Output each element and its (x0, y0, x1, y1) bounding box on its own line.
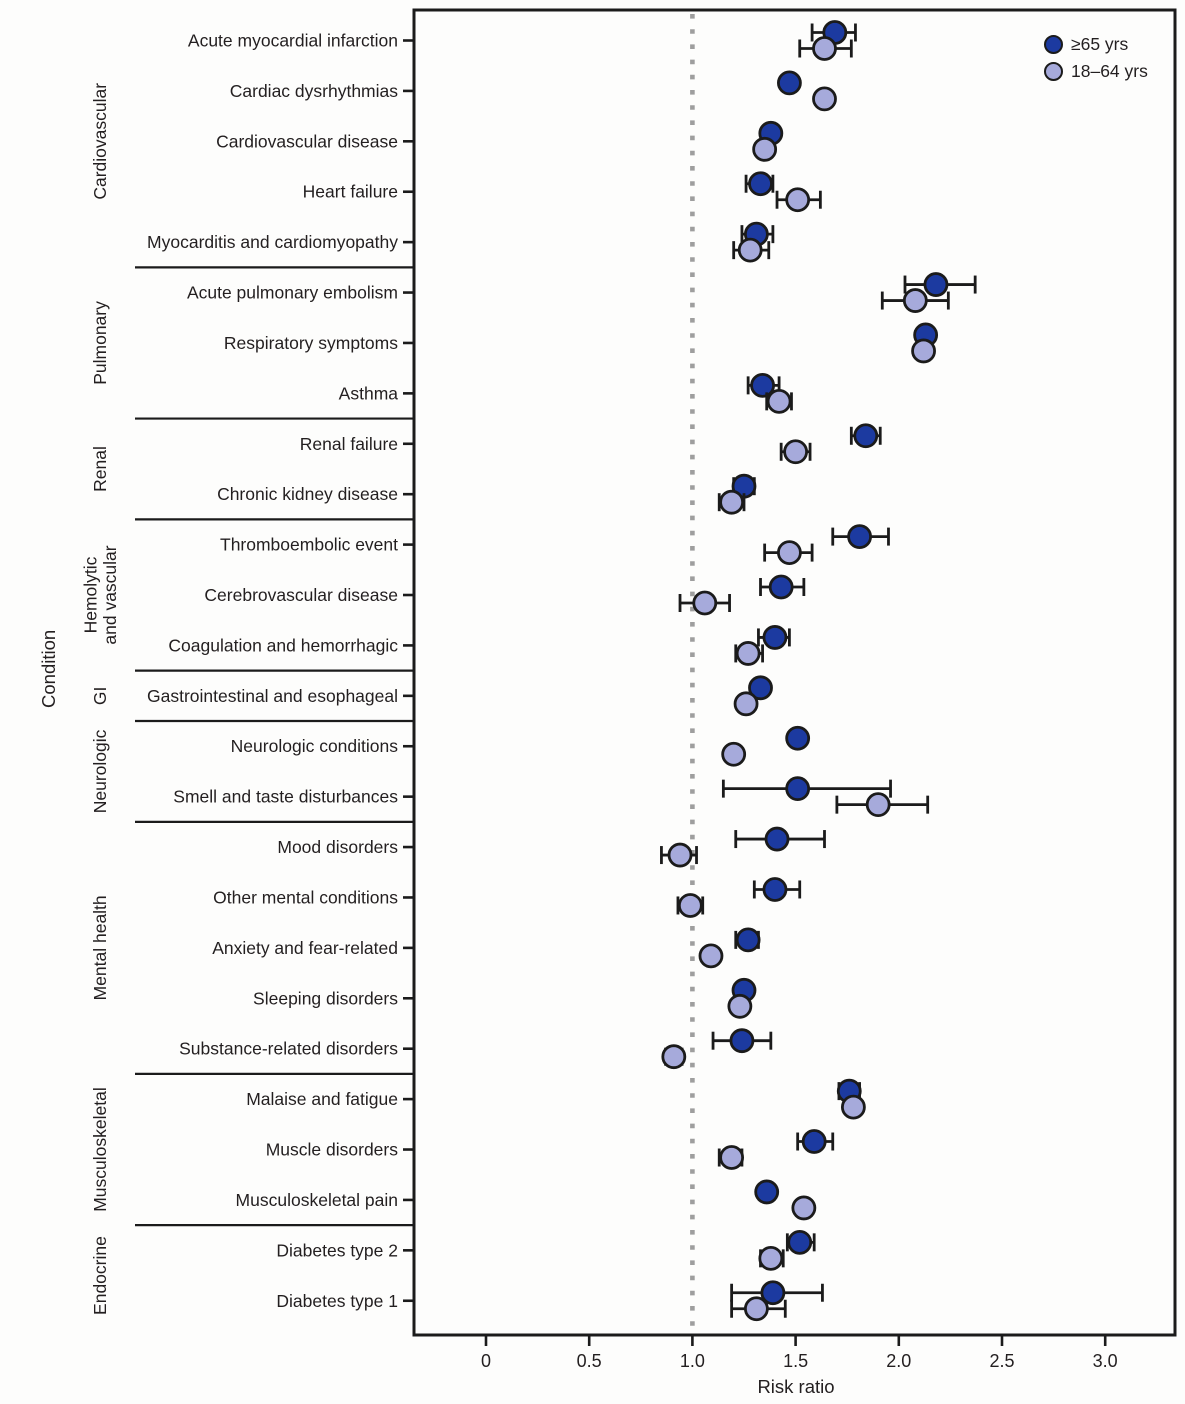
condition-label: Cerebrovascular disease (204, 585, 398, 605)
marker-older (787, 1229, 813, 1255)
x-axis-tick-label: 2.5 (989, 1351, 1014, 1371)
x-axis-tick-label: 0.5 (577, 1351, 602, 1371)
condition-label: Sleeping disorders (253, 988, 398, 1008)
condition-label: Renal failure (300, 434, 398, 454)
marker-younger (752, 136, 778, 162)
category-label: Neurologic (90, 729, 110, 813)
marker-younger (911, 338, 936, 364)
marker-younger (812, 86, 837, 112)
condition-label: Thromboembolic event (220, 535, 398, 555)
y-axis-title: Condition (38, 629, 59, 708)
condition-label: Smell and taste disturbances (173, 787, 398, 807)
marker-younger (692, 590, 718, 616)
marker-older (785, 776, 811, 802)
condition-label: Asthma (339, 383, 399, 403)
x-axis-tick-label: 0 (481, 1351, 491, 1371)
category-label: Hemolyticand vascular (81, 545, 120, 644)
category-label: Renal (90, 446, 110, 492)
legend-item-younger: 18–64 yrs (1044, 62, 1148, 81)
marker-older (748, 675, 773, 701)
marker-older (764, 826, 790, 852)
marker-younger (727, 993, 753, 1019)
condition-label: Cardiac dysrhythmias (230, 81, 398, 101)
marker-older (762, 877, 788, 902)
category-label: Pulmonary (90, 301, 110, 385)
marker-older (748, 171, 773, 197)
marker-younger (840, 1094, 866, 1120)
marker-younger (902, 288, 928, 313)
marker-older (785, 725, 811, 751)
condition-label: Cardiovascular disease (216, 131, 398, 151)
condition-label: Respiratory symptoms (224, 333, 398, 353)
marker-younger (733, 691, 759, 717)
marker-older (801, 1129, 827, 1154)
marker-younger (698, 943, 724, 969)
legend-item-older: ≥65 yrs (1044, 35, 1148, 54)
condition-label: Coagulation and hemorrhagic (168, 635, 398, 655)
category-label: Musculoskeletal (90, 1087, 110, 1212)
condition-label: Diabetes type 2 (276, 1240, 398, 1260)
condition-label: Muscle disorders (266, 1140, 399, 1160)
marker-older (777, 70, 802, 96)
marker-older (762, 625, 788, 650)
condition-label: Diabetes type 1 (276, 1291, 398, 1311)
x-axis-tick-label: 3.0 (1093, 1351, 1118, 1371)
x-axis-title: Risk ratio (757, 1376, 835, 1397)
marker-older (853, 423, 879, 449)
marker-younger (719, 489, 745, 515)
marker-younger (865, 792, 891, 818)
marker-younger (743, 1296, 769, 1322)
younger-series-dot-icon (1044, 62, 1063, 81)
condition-label: Mood disorders (277, 837, 398, 857)
marker-older (735, 927, 761, 953)
condition-label: Chronic kidney disease (217, 484, 398, 504)
condition-label: Musculoskeletal pain (236, 1190, 398, 1210)
older-series-dot-icon (1044, 35, 1063, 54)
category-label: Endocrine (90, 1236, 110, 1315)
marker-younger (785, 187, 811, 213)
marker-younger (791, 1195, 817, 1221)
condition-label: Neurologic conditions (231, 736, 399, 756)
marker-younger (677, 893, 703, 918)
legend: ≥65 yrs 18–64 yrs (1044, 35, 1148, 89)
condition-label: Substance-related disorders (179, 1039, 398, 1059)
legend-label-older: ≥65 yrs (1071, 34, 1129, 54)
marker-younger (719, 1145, 745, 1170)
x-axis-tick-label: 1.0 (680, 1351, 705, 1371)
x-axis-tick-label: 1.5 (783, 1351, 808, 1371)
condition-label: Anxiety and fear-related (212, 938, 398, 958)
category-label: Cardiovascular (90, 83, 110, 200)
marker-younger (737, 237, 763, 263)
x-axis-tick-label: 2.0 (886, 1351, 911, 1371)
marker-older (729, 1028, 755, 1054)
marker-younger (661, 1044, 687, 1070)
condition-label: Acute pulmonary embolism (187, 283, 398, 303)
condition-label: Heart failure (303, 182, 398, 202)
marker-older (768, 574, 794, 600)
category-label: Mental health (90, 895, 110, 1000)
condition-label: Myocarditis and cardiomyopathy (147, 232, 398, 252)
condition-label: Other mental conditions (213, 887, 398, 907)
marker-younger (783, 439, 808, 465)
legend-label-younger: 18–64 yrs (1071, 61, 1148, 81)
marker-younger (766, 388, 792, 414)
marker-older (923, 272, 949, 297)
marker-older (847, 524, 872, 549)
marker-older (754, 1179, 780, 1205)
marker-younger (667, 842, 693, 868)
marker-younger (735, 641, 761, 666)
marker-older (760, 1280, 786, 1306)
category-label: GI (90, 687, 110, 705)
condition-label: Malaise and fatigue (246, 1089, 398, 1109)
marker-younger (777, 540, 802, 565)
condition-label: Acute myocardial infarction (188, 31, 398, 51)
marker-younger (758, 1245, 784, 1271)
condition-label: Gastrointestinal and esophageal (147, 686, 398, 706)
marker-younger (812, 36, 837, 61)
marker-older (750, 372, 775, 398)
marker-younger (721, 741, 747, 767)
